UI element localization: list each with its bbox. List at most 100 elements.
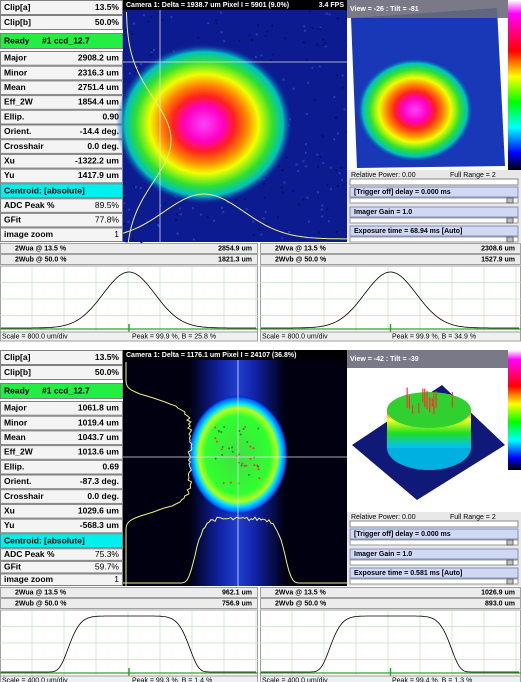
row-value: 1029.6 um	[78, 506, 120, 516]
exposure-box	[349, 225, 519, 237]
profile-trace	[123, 516, 347, 584]
exposure-label: Exposure time = 68.94 ms [Auto]	[354, 228, 462, 235]
noise	[311, 27, 314, 30]
noise	[318, 65, 321, 68]
exposure-slider[interactable]	[349, 578, 519, 585]
exposure-thumb[interactable]	[506, 578, 514, 585]
noise	[199, 213, 202, 216]
noise	[238, 40, 241, 43]
noise	[158, 225, 161, 228]
exposure-thumb[interactable]	[506, 236, 514, 243]
noise	[256, 24, 259, 27]
row-value: 59.7%	[95, 561, 120, 571]
exposure-slider[interactable]	[349, 236, 519, 243]
noise	[128, 208, 131, 211]
noise	[335, 231, 338, 234]
noise	[297, 203, 300, 206]
noise	[285, 156, 288, 159]
noise	[343, 108, 346, 111]
range-slider[interactable]	[349, 520, 519, 528]
noise	[291, 189, 294, 192]
row-value: 1	[114, 574, 119, 584]
speckle	[257, 468, 260, 471]
table-row	[0, 80, 123, 96]
noise	[316, 153, 319, 156]
table-row	[0, 503, 123, 519]
noise	[170, 16, 173, 19]
table-row	[0, 518, 123, 534]
speckle	[249, 445, 252, 448]
row-label: Eff_2W	[4, 97, 34, 107]
table-row	[0, 548, 123, 561]
profile-curve	[1, 615, 256, 673]
profile-trace	[125, 11, 172, 243]
row-label: Xu	[4, 506, 15, 516]
profile-peak: Peak = 99.9 %, B = 34.9 %	[392, 333, 476, 340]
profile-value: 756.9 um	[222, 600, 252, 607]
row-label: Clip[b]	[4, 367, 31, 377]
noise	[127, 220, 130, 223]
speckle	[214, 426, 217, 429]
speckle	[231, 446, 234, 449]
row-label: image zoom	[4, 229, 54, 239]
trigger-slider[interactable]	[349, 197, 519, 204]
row-value: -14.4 deg.	[80, 126, 119, 136]
noise	[308, 10, 311, 13]
row-value: 2316.3 um	[78, 67, 120, 77]
noise	[123, 222, 126, 225]
noise	[316, 43, 319, 46]
noise	[328, 13, 331, 16]
noise	[132, 22, 135, 25]
trigger-thumb[interactable]	[506, 539, 514, 546]
noise	[134, 69, 137, 72]
profile-peak: Peak = 99.9 %, B = 25.8 %	[132, 333, 216, 340]
view-hat-top	[387, 392, 471, 428]
row-label: Ellip.	[4, 111, 24, 121]
table-row	[0, 560, 123, 574]
gain-thumb[interactable]	[506, 559, 514, 566]
speckle	[242, 428, 245, 431]
noise	[321, 215, 324, 218]
noise	[159, 204, 162, 207]
row-value: 1854.4 um	[78, 97, 120, 107]
noise	[306, 196, 309, 199]
trigger-thumb[interactable]	[506, 197, 514, 204]
noise	[213, 219, 216, 222]
noise	[235, 199, 238, 202]
noise	[319, 28, 322, 31]
row-label: Clip[a]	[4, 2, 31, 12]
row-label: Yu	[4, 520, 14, 530]
gain-slider[interactable]	[349, 217, 519, 224]
gain-thumb[interactable]	[506, 217, 514, 224]
noise	[303, 29, 306, 32]
speckle	[216, 440, 219, 443]
noise	[140, 241, 143, 244]
profile-scale: Scale = 400.0 um/div	[2, 677, 68, 682]
noise	[258, 228, 261, 231]
table-row	[0, 415, 123, 431]
profile-peak: Peak = 99.4 %, B = 1.3 %	[392, 677, 472, 682]
table-row	[0, 365, 123, 380]
range-slider[interactable]	[349, 178, 519, 186]
centroid-label: Centroid: [absolute]	[4, 186, 85, 196]
trigger-slider[interactable]	[349, 539, 519, 546]
gain-slider[interactable]	[349, 559, 519, 566]
noise	[335, 169, 338, 172]
exposure-label: Exposure time = 0.581 ms [Auto]	[354, 570, 462, 577]
speckle	[214, 457, 217, 460]
row-label: Mean	[4, 82, 26, 92]
row-label: Ellip.	[4, 461, 24, 471]
row-value: 13.5%	[95, 2, 120, 12]
row-value: 2908.2 um	[78, 53, 120, 63]
noise	[157, 12, 160, 15]
profile-label: 2Wua @ 13.5 %	[15, 245, 67, 252]
table-row	[0, 459, 123, 475]
noise	[125, 230, 128, 233]
noise	[320, 208, 323, 211]
noise	[281, 191, 284, 194]
table-row	[0, 401, 123, 416]
noise	[260, 233, 263, 236]
row-label: Orient.	[4, 476, 31, 486]
table-row	[0, 168, 123, 184]
noise	[336, 74, 339, 77]
